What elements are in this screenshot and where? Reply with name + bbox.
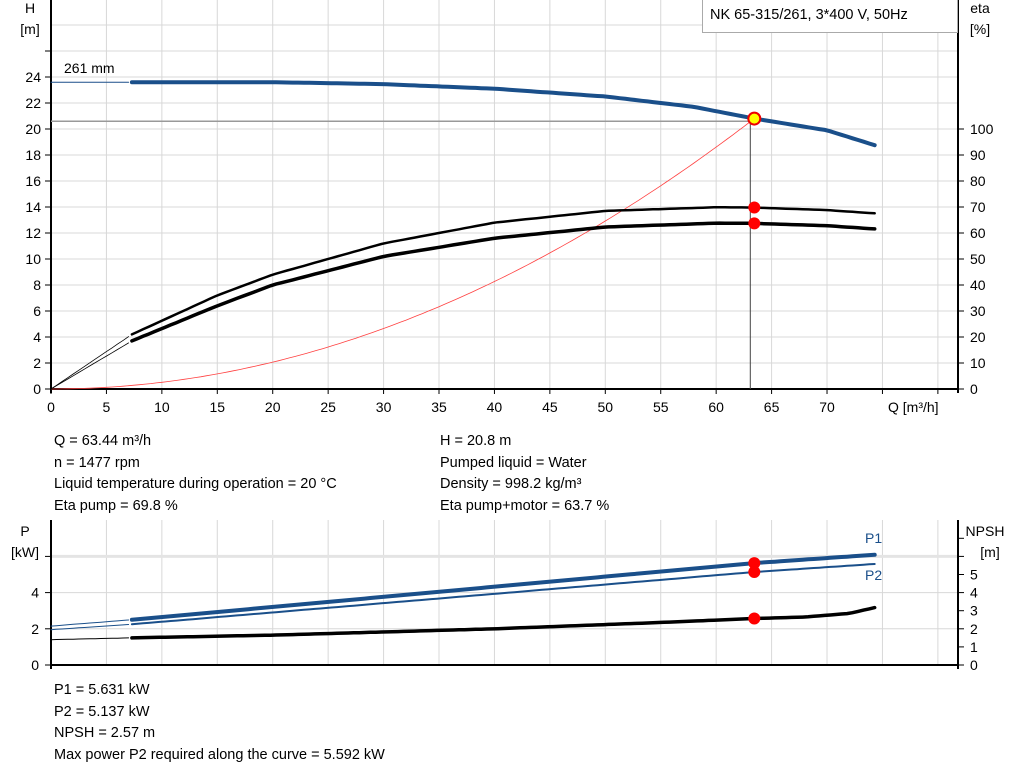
x-tick-label: 20 — [265, 399, 281, 415]
p1-curve — [129, 552, 877, 622]
y-tick-label: 0 — [33, 381, 41, 397]
info-bottom: P1 = 5.631 kW P2 = 5.137 kW NPSH = 2.57 … — [54, 680, 385, 766]
npsh-tick-label: 3 — [970, 603, 978, 619]
eta-tick-label: 60 — [970, 225, 986, 241]
y-tick-label: 2 — [33, 355, 41, 371]
x-tick-label: 60 — [708, 399, 724, 415]
npsh-axis-unit: [m] — [980, 544, 999, 560]
y-tick-label: 12 — [25, 225, 41, 241]
impeller-diameter-label: 261 mm — [64, 60, 115, 76]
info-right: H = 20.8 m Pumped liquid = Water Density… — [440, 431, 609, 517]
x-axis-label: Q [m³/h] — [888, 399, 939, 415]
y-tick-label: 4 — [33, 329, 41, 345]
eta-pump-curve — [130, 206, 876, 336]
p1-marker — [748, 557, 761, 570]
x-tick-label: 55 — [653, 399, 669, 415]
x-tick-label: 25 — [320, 399, 336, 415]
p2-curve-extrapolated — [50, 624, 130, 631]
eta-tick-label: 50 — [970, 251, 986, 267]
eta-total-marker — [748, 217, 761, 230]
eta-pump-marker — [748, 201, 761, 214]
chart-title: NK 65-315/261, 3*400 V, 50Hz — [702, 0, 958, 33]
info-max-p2: Max power P2 required along the curve = … — [54, 746, 385, 763]
npsh-curve-extrapolated — [50, 637, 130, 641]
npsh-tick-label: 5 — [970, 567, 978, 583]
p1-curve-extrapolated — [50, 619, 130, 627]
y-tick-label: 22 — [25, 95, 41, 111]
eta-total-curve-extrapolated — [50, 342, 129, 390]
info-temperature: Liquid temperature during operation = 20… — [54, 476, 337, 492]
p-tick-label: 2 — [31, 621, 39, 637]
y-tick-label: 20 — [25, 121, 41, 137]
y-tick-label: 14 — [25, 199, 41, 215]
x-tick-label: 10 — [154, 399, 170, 415]
info-speed: n = 1477 rpm — [54, 454, 140, 471]
eta-axis-label: eta — [970, 0, 990, 16]
npsh-curve — [130, 605, 877, 640]
p-tick-label: 4 — [31, 585, 39, 601]
p2-label: P2 — [865, 567, 882, 583]
info-density: Density = 998.2 kg/m³ — [440, 476, 582, 492]
p2-curve — [130, 563, 876, 626]
y-tick-label: 24 — [25, 69, 41, 85]
x-tick-label: 15 — [210, 399, 226, 415]
npsh-axis-label: NPSH — [966, 523, 1005, 539]
eta-tick-label: 90 — [970, 147, 986, 163]
info-head: H = 20.8 m — [440, 433, 512, 449]
eta-tick-label: 100 — [970, 121, 994, 137]
eta-tick-label: 70 — [970, 199, 986, 215]
eta-tick-label: 20 — [970, 329, 986, 345]
eta-tick-label: 0 — [970, 381, 978, 397]
info-npsh: NPSH = 2.57 m — [54, 725, 156, 741]
duty-point-marker — [747, 111, 762, 126]
npsh-tick-label: 4 — [970, 585, 978, 601]
eta-tick-label: 80 — [970, 173, 986, 189]
head-curve — [129, 80, 877, 148]
y-tick-label: 6 — [33, 303, 41, 319]
x-tick-label: 30 — [376, 399, 392, 415]
x-tick-label: 35 — [431, 399, 447, 415]
p-tick-label: 0 — [31, 657, 39, 673]
h-axis-unit: [m] — [20, 21, 39, 37]
info-left: Q = 63.44 m³/h n = 1477 rpm Liquid tempe… — [54, 431, 337, 517]
p1-label: P1 — [865, 530, 882, 546]
h-axis-label: H — [25, 0, 35, 16]
npsh-tick-label: 2 — [970, 621, 978, 637]
npsh-tick-label: 1 — [970, 639, 978, 655]
p2-marker — [748, 566, 761, 579]
x-tick-label: 5 — [103, 399, 111, 415]
x-tick-label: 40 — [487, 399, 503, 415]
eta-tick-label: 10 — [970, 355, 986, 371]
info-p1: P1 = 5.631 kW — [54, 682, 150, 698]
y-tick-label: 18 — [25, 147, 41, 163]
x-tick-label: 70 — [819, 399, 835, 415]
x-tick-label: 65 — [764, 399, 780, 415]
y-tick-label: 8 — [33, 277, 41, 293]
npsh-marker — [748, 612, 761, 625]
info-eta-total: Eta pump+motor = 63.7 % — [440, 497, 610, 514]
x-tick-label: 45 — [542, 399, 558, 415]
x-tick-label: 50 — [598, 399, 614, 415]
eta-axis-unit: [%] — [970, 21, 990, 37]
y-tick-label: 10 — [25, 251, 41, 267]
eta-tick-label: 30 — [970, 303, 986, 319]
info-p2: P2 = 5.137 kW — [54, 703, 150, 720]
p-axis-label: P — [20, 523, 29, 539]
npsh-tick-label: 0 — [970, 657, 978, 673]
info-liquid: Pumped liquid = Water — [440, 454, 587, 471]
info-eta-pump: Eta pump = 69.8 % — [54, 497, 178, 514]
eta-total-curve — [130, 221, 877, 343]
info-flow: Q = 63.44 m³/h — [54, 433, 152, 449]
x-tick-label: 0 — [47, 399, 55, 415]
p-axis-unit: [kW] — [11, 544, 39, 560]
eta-tick-label: 40 — [970, 277, 986, 293]
y-tick-label: 16 — [25, 173, 41, 189]
system-curve — [50, 121, 750, 390]
eta-pump-curve-extrapolated — [50, 336, 129, 390]
